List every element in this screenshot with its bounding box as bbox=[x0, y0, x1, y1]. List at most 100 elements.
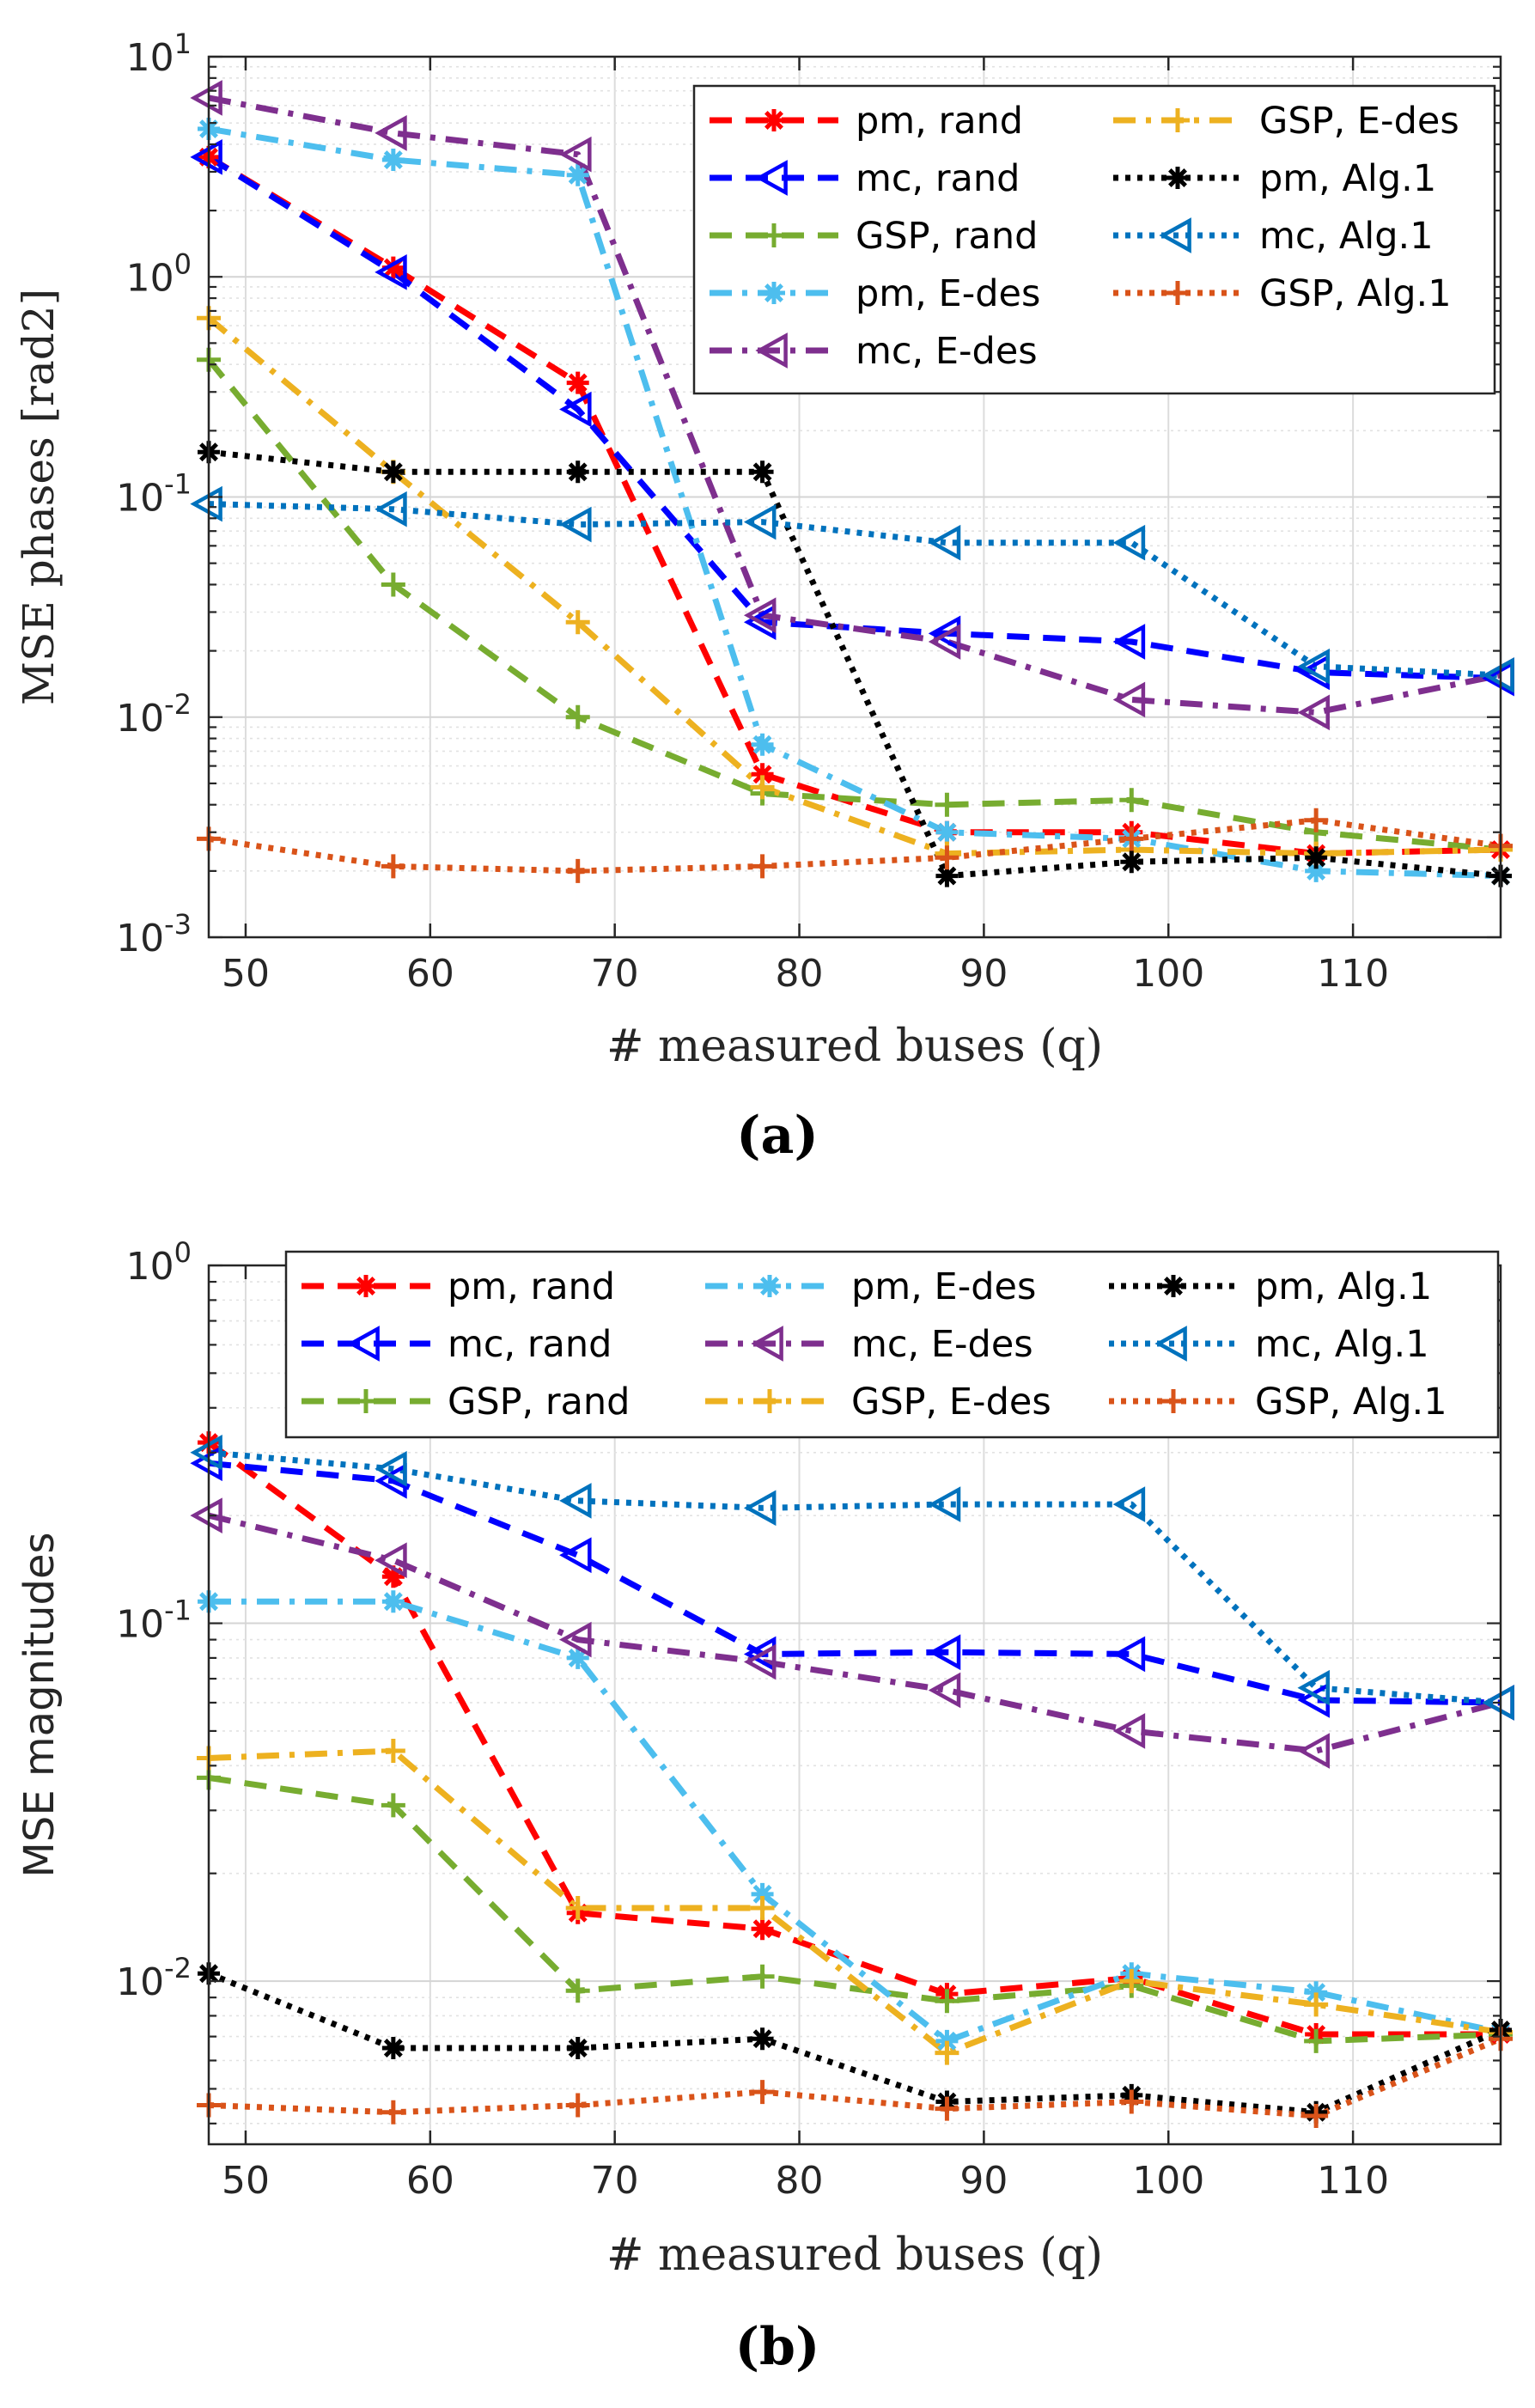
data-point-7-1 bbox=[375, 491, 407, 527]
legend-marker bbox=[347, 1326, 380, 1362]
legend-label: GSP, E-des bbox=[1259, 100, 1459, 143]
legend-label: mc, E-des bbox=[851, 1323, 1033, 1366]
data-point-6-3 bbox=[751, 460, 774, 484]
data-point-6-1 bbox=[381, 2037, 405, 2060]
data-point-5-6 bbox=[1304, 1992, 1329, 2017]
data-point-7-1 bbox=[375, 1451, 407, 1487]
legend-marker bbox=[763, 109, 785, 131]
legend-item-7: mc, Alg.1 bbox=[1109, 1323, 1429, 1366]
legend-label: GSP, rand bbox=[448, 1381, 630, 1423]
data-point-5-2 bbox=[565, 1896, 590, 1921]
x-tick-label: 110 bbox=[1317, 2159, 1389, 2203]
legend-marker bbox=[1154, 1326, 1187, 1362]
series-line-6 bbox=[209, 1971, 1501, 2116]
data-point-2-4 bbox=[935, 1989, 959, 2014]
x-tick-label: 50 bbox=[222, 952, 270, 996]
legend-item-3: pm, E-des bbox=[705, 1265, 1036, 1308]
x-tick-label: 80 bbox=[776, 2159, 824, 2203]
legend-label: GSP, E-des bbox=[851, 1381, 1051, 1423]
data-point-0-3 bbox=[751, 1917, 774, 1941]
series-line-1 bbox=[209, 154, 1501, 682]
series-line-6 bbox=[209, 448, 1501, 880]
y-tick-label: 10-3 bbox=[116, 908, 192, 960]
x-tick-label: 100 bbox=[1132, 2159, 1204, 2203]
data-point-7-7 bbox=[1482, 1685, 1514, 1721]
data-point-5-3 bbox=[750, 1896, 775, 1921]
legend-marker bbox=[1166, 108, 1190, 132]
data-point-5-3 bbox=[750, 775, 775, 800]
legend-box bbox=[692, 84, 1496, 395]
legend-marker bbox=[1159, 217, 1191, 253]
data-point-2-5 bbox=[1119, 788, 1144, 813]
data-point-7-4 bbox=[928, 524, 961, 561]
data-point-6-6 bbox=[1305, 846, 1328, 869]
series-line-5 bbox=[209, 315, 1501, 857]
data-point-2-1 bbox=[381, 1793, 405, 1818]
legend-label: mc, rand bbox=[448, 1323, 612, 1366]
chart-a-xlabel: # measured buses (q) bbox=[606, 1021, 1103, 1072]
chart-a-series bbox=[209, 94, 1501, 880]
data-point-3-6 bbox=[1305, 1981, 1328, 2004]
x-tick-label: 100 bbox=[1132, 952, 1204, 996]
data-point-1-2 bbox=[559, 1537, 592, 1574]
chart-b: 50 60 70 80 90 100 110 10-2 10-1 100 # measured bu… bbox=[15, 1236, 1514, 2377]
y-tick-label: 100 bbox=[126, 1236, 192, 1289]
data-point-7-0 bbox=[190, 485, 222, 522]
legend-item-0: pm, rand bbox=[302, 1265, 615, 1308]
data-point-0-1 bbox=[381, 1565, 405, 1588]
legend-marker bbox=[758, 1389, 782, 1413]
data-point-8-1 bbox=[381, 2100, 405, 2125]
y-tick-label: 10-2 bbox=[116, 1952, 192, 2004]
data-point-1-5 bbox=[1112, 1636, 1146, 1673]
data-point-4-5 bbox=[1112, 1713, 1146, 1749]
data-point-2-3 bbox=[750, 1964, 775, 1989]
legend-item-2: GSP, rand bbox=[302, 1381, 630, 1423]
data-point-4-4 bbox=[928, 624, 961, 660]
legend-marker bbox=[763, 282, 785, 304]
data-point-3-3 bbox=[751, 1882, 774, 1905]
legend-item-2: GSP, rand bbox=[710, 215, 1038, 258]
data-point-8-6 bbox=[1304, 2104, 1329, 2129]
legend-item-6: pm, Alg.1 bbox=[1113, 157, 1436, 200]
legend-label: mc, E-des bbox=[856, 330, 1038, 373]
data-point-7-2 bbox=[559, 1483, 592, 1519]
chart-b-legend: pm, rand mc, rand GSP, rand pm, E-des mc, E-… bbox=[284, 1250, 1500, 1439]
series-line-3 bbox=[209, 125, 1501, 880]
legend-label: pm, E-des bbox=[856, 272, 1040, 315]
data-point-6-5 bbox=[1120, 850, 1143, 874]
legend-marker bbox=[1166, 167, 1189, 189]
series-line-0 bbox=[209, 1440, 1501, 2038]
series-line-1 bbox=[209, 1460, 1501, 1706]
data-point-7-4 bbox=[928, 1486, 961, 1522]
legend-label: pm, E-des bbox=[851, 1265, 1036, 1308]
legend-item-1: mc, rand bbox=[302, 1323, 612, 1366]
data-point-1-2 bbox=[559, 391, 592, 428]
data-point-8-6 bbox=[1304, 808, 1329, 832]
data-point-4-0 bbox=[190, 1497, 222, 1533]
series-line-7 bbox=[209, 1449, 1501, 1706]
data-point-8-4 bbox=[935, 845, 959, 870]
data-point-8-3 bbox=[750, 854, 775, 879]
data-point-4-1 bbox=[375, 1542, 407, 1579]
chart-a: 50 60 70 80 90 100 110 10-3 10-2 10-1 100 101 # meas… bbox=[14, 27, 1514, 1166]
data-point-1-5 bbox=[1112, 624, 1146, 660]
data-point-4-6 bbox=[1297, 1733, 1330, 1769]
data-point-4-3 bbox=[743, 597, 777, 634]
data-point-8-2 bbox=[565, 858, 590, 883]
data-point-2-6 bbox=[1304, 2028, 1329, 2053]
legend-item-4: mc, E-des bbox=[710, 330, 1038, 373]
legend-label: mc, rand bbox=[856, 157, 1020, 200]
data-point-4-5 bbox=[1112, 681, 1146, 718]
x-tick-label: 90 bbox=[959, 2159, 1008, 2203]
data-point-4-2 bbox=[559, 136, 592, 173]
x-tick-label: 70 bbox=[591, 2159, 639, 2203]
data-point-5-5 bbox=[1119, 1969, 1144, 1994]
series-line-5 bbox=[209, 1747, 1501, 2057]
data-point-6-2 bbox=[566, 460, 589, 484]
data-point-3-2 bbox=[566, 1646, 589, 1669]
legend-marker bbox=[755, 160, 788, 196]
data-point-7-2 bbox=[559, 506, 592, 543]
data-point-7-7 bbox=[1482, 657, 1514, 693]
series-line-7 bbox=[209, 501, 1501, 679]
y-tick-label: 100 bbox=[126, 247, 192, 300]
